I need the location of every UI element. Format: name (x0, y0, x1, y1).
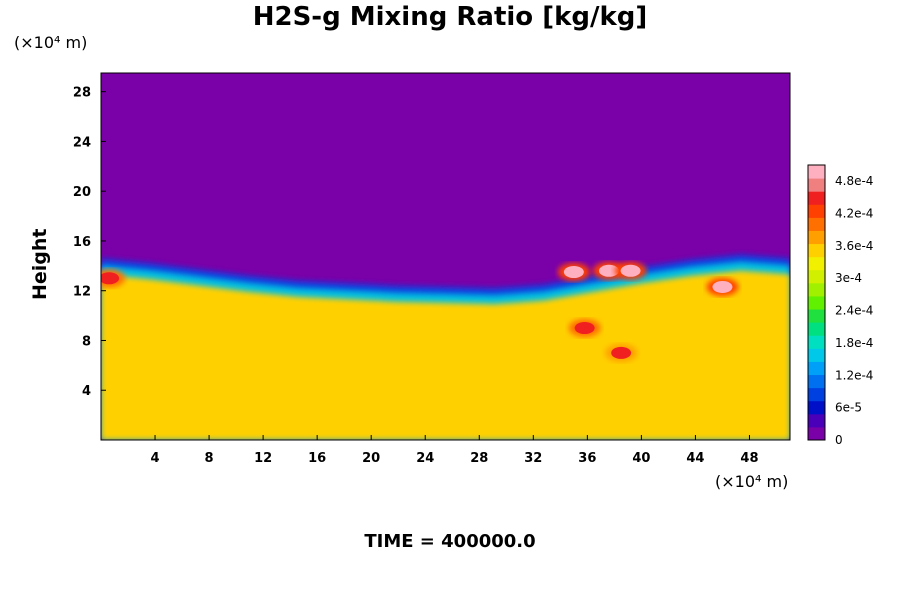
x-tick-label: 4 (151, 451, 160, 466)
x-axis-unit: (×10⁴ m) (715, 472, 789, 491)
x-tick-label: 24 (416, 451, 434, 466)
colorbar-swatch (808, 413, 825, 428)
colorbar-tick-label: 3e-4 (835, 271, 862, 285)
colorbar-swatch (808, 322, 825, 336)
colorbar-swatch (808, 282, 825, 297)
colorbar-frame (807, 164, 826, 441)
feature-core (101, 272, 120, 285)
colorbar-swatch (808, 295, 825, 310)
feature-core (574, 322, 595, 335)
y-tick-label: 20 (73, 185, 91, 200)
feature-core (598, 264, 619, 277)
colorbar-tick-label: 4.2e-4 (835, 207, 873, 221)
colorbar-tick-label: 6e-5 (835, 401, 862, 415)
colorbar-swatch (808, 400, 825, 415)
plot-frame (100, 72, 791, 441)
colorbar-swatch (808, 387, 825, 402)
colorbar-swatch (808, 230, 825, 245)
x-tick-label: 8 (205, 451, 214, 466)
x-axis: 4 8 12 16 20 24 28 32 36 40 44 48 (151, 435, 759, 466)
colorbar-tick-label: 1.2e-4 (835, 368, 873, 382)
colorbar-swatch (808, 309, 825, 323)
x-tick-label: 36 (578, 451, 596, 466)
x-tick-label: 28 (470, 451, 488, 466)
y-axis-unit: (×10⁴ m) (14, 33, 88, 52)
colorbar-swatch (808, 374, 825, 389)
feature-core (611, 346, 632, 359)
colorbar-swatch (808, 256, 825, 271)
y-tick-label: 8 (82, 334, 91, 349)
colorbar-swatch (808, 217, 825, 231)
chart-title: H2S-g Mixing Ratio [kg/kg] (252, 2, 648, 32)
x-tick-label: 40 (632, 451, 650, 466)
x-tick-label: 12 (254, 451, 272, 466)
colorbar-swatch (808, 348, 825, 362)
colorbar-swatch (808, 335, 825, 349)
x-tick-label: 48 (740, 451, 758, 466)
colorbar-tick-label: 4.8e-4 (835, 174, 873, 188)
feature-core (712, 280, 733, 293)
y-tick-label: 24 (73, 135, 91, 150)
feature-core (563, 266, 584, 279)
y-tick-label: 12 (73, 285, 91, 300)
colorbar-swatch (808, 243, 825, 258)
colorbar-tick-label: 0 (835, 433, 843, 447)
y-tick-label: 16 (73, 235, 91, 250)
colorbar-swatch (808, 165, 825, 179)
feature-core (620, 264, 641, 277)
colorbar-swatch (808, 204, 825, 218)
colorbar-tick-label: 2.4e-4 (835, 304, 873, 318)
colorbar-tick-label: 1.8e-4 (835, 336, 873, 350)
x-tick-label: 16 (308, 451, 326, 466)
colorbar-swatch (808, 269, 825, 284)
colorbar-swatch (808, 178, 825, 192)
colorbar-swatch (808, 361, 825, 376)
time-label: TIME = 400000.0 (364, 531, 536, 552)
heatmap-field (101, 73, 790, 440)
y-tick-label: 4 (82, 384, 91, 399)
colorbar-tick-label: 3.6e-4 (835, 239, 873, 253)
x-tick-label: 20 (362, 451, 380, 466)
colorbar: 0 6e-5 1.2e-4 1.8e-4 2.4e-4 3e-4 3.6e-4 4.2e-4 4… (807, 164, 873, 447)
colorbar-swatch (808, 426, 825, 441)
y-axis: 4 8 12 16 20 24 28 (73, 86, 106, 399)
x-tick-label: 32 (524, 451, 542, 466)
colorbar-swatch (808, 191, 825, 205)
y-tick-label: 28 (73, 86, 91, 101)
lower-region (101, 270, 790, 440)
x-tick-label: 44 (686, 451, 704, 466)
